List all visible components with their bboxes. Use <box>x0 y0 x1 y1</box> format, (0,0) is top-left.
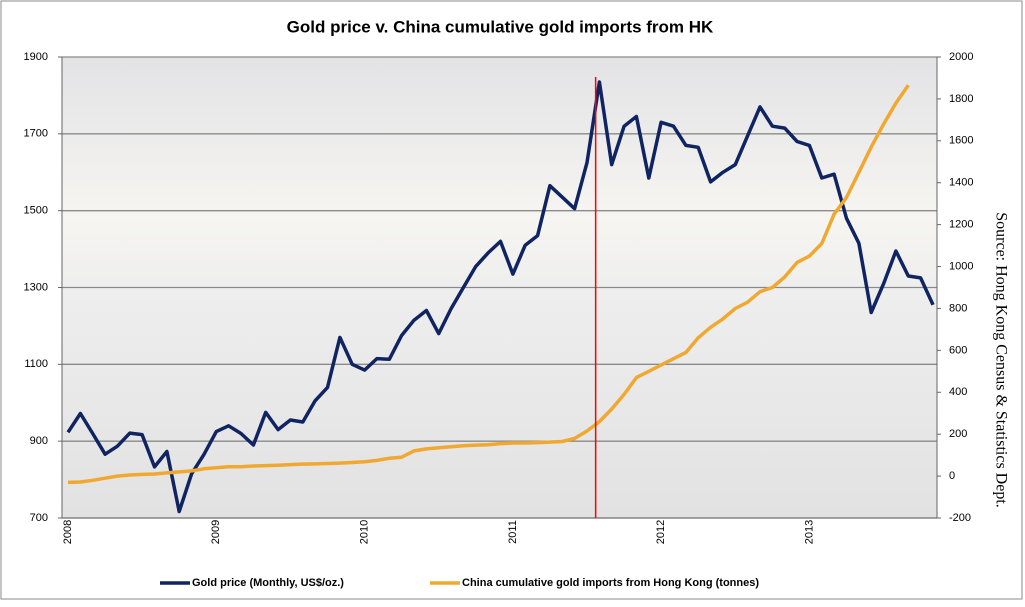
y2-tick-label: 1800 <box>949 93 973 105</box>
y2-tick-label: 200 <box>949 428 967 440</box>
y2-tick-label: 0 <box>949 470 955 482</box>
y2-tick-label: 1400 <box>949 177 973 189</box>
y-tick-label: 1300 <box>24 281 48 293</box>
y2-tick-label: -200 <box>949 512 971 524</box>
x-tick-label: 2008 <box>62 520 74 544</box>
y-tick-label: 1900 <box>24 51 48 63</box>
y2-tick-label: 800 <box>949 302 967 314</box>
y-tick-label: 900 <box>30 435 48 447</box>
y-tick-label: 1500 <box>24 205 48 217</box>
x-tick-label: 2009 <box>210 520 222 544</box>
x-tick-label: 2012 <box>655 520 667 544</box>
chart-title: Gold price v. China cumulative gold impo… <box>287 17 714 36</box>
x-tick-label: 2011 <box>507 520 519 544</box>
y2-tick-label: 400 <box>949 386 967 398</box>
legend-label: Gold price (Monthly, US$/oz.) <box>192 577 344 589</box>
y-tick-label: 700 <box>30 512 48 524</box>
y2-tick-label: 1600 <box>949 135 973 147</box>
y2-tick-label: 1200 <box>949 219 973 231</box>
legend-label: China cumulative gold imports from Hong … <box>462 577 759 589</box>
x-tick-label: 2010 <box>358 520 370 544</box>
x-tick-label: 2013 <box>803 520 815 544</box>
y-tick-label: 1100 <box>24 358 48 370</box>
y2-tick-label: 600 <box>949 344 967 356</box>
y2-tick-label: 2000 <box>949 51 973 63</box>
y2-tick-label: 1000 <box>949 260 973 272</box>
chart: Gold price v. China cumulative gold impo… <box>0 0 1025 602</box>
source: Source: Hong Kong Census & Statistics De… <box>992 212 1009 508</box>
y-tick-label: 1700 <box>24 128 48 140</box>
